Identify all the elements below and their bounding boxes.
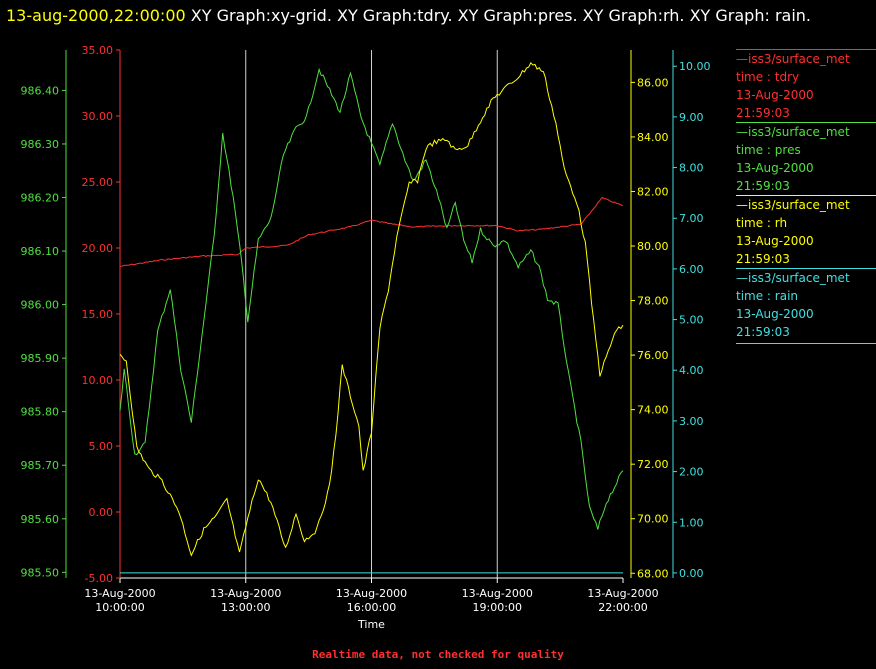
y-tick-label-tdry: 15.00: [82, 308, 114, 321]
y-tick-label-rh: 76.00: [637, 349, 669, 362]
x-tick-label-time: 22:00:00: [598, 601, 647, 614]
legend-date: 13-Aug-2000: [736, 161, 814, 175]
legend-source: —iss3/surface_met: [736, 52, 850, 66]
y-tick-label-pres: 986.10: [21, 245, 60, 258]
legend-time: 21:59:03: [736, 179, 790, 193]
y-tick-label-tdry: 35.00: [82, 44, 114, 57]
y-tick-label-rain: 10.00: [679, 60, 711, 73]
legend-entry-rh[interactable]: —iss3/surface_met time : rh 13-Aug-2000 …: [736, 195, 876, 268]
legend-variable: time : rh: [736, 216, 788, 230]
y-tick-label-rh: 82.00: [637, 185, 669, 198]
title-graph-list: XY Graph:xy-grid. XY Graph:tdry. XY Grap…: [185, 6, 811, 25]
y-tick-label-pres: 985.50: [21, 566, 60, 579]
y-tick-label-rain: 4.00: [679, 364, 704, 377]
legend-entry-tdry[interactable]: —iss3/surface_met time : tdry 13-Aug-200…: [736, 49, 876, 122]
legend-separator: [736, 195, 876, 196]
y-tick-label-pres: 986.30: [21, 138, 60, 151]
y-tick-label-rain: 6.00: [679, 263, 704, 276]
y-tick-label-rain: 8.00: [679, 162, 704, 175]
x-tick-label-date: 13-Aug-2000: [587, 587, 658, 600]
y-tick-label-rain: 3.00: [679, 415, 704, 428]
legend-entry-rain[interactable]: —iss3/surface_met time : rain 13-Aug-200…: [736, 268, 876, 344]
y-tick-label-tdry: 20.00: [82, 242, 114, 255]
legend-variable: time : tdry: [736, 70, 800, 84]
legend-separator: [736, 49, 876, 50]
y-tick-label-tdry: 25.00: [82, 176, 114, 189]
x-tick-label-time: 10:00:00: [95, 601, 144, 614]
series-line-tdry: [119, 196, 624, 267]
x-tick-label-time: 16:00:00: [347, 601, 396, 614]
legend-separator: [736, 122, 876, 123]
y-tick-label-rain: 1.00: [679, 516, 704, 529]
y-tick-label-rain: 5.00: [679, 314, 704, 327]
y-tick-label-rain: 9.00: [679, 111, 704, 124]
y-tick-label-pres: 986.40: [21, 84, 60, 97]
y-tick-label-pres: 985.90: [21, 352, 60, 365]
series-line-rh: [119, 62, 624, 557]
y-tick-label-pres: 985.60: [21, 513, 60, 526]
y-tick-label-rh: 84.00: [637, 131, 669, 144]
y-tick-label-tdry: 5.00: [89, 440, 114, 453]
y-tick-label-tdry: 0.00: [89, 506, 114, 519]
x-tick-label-time: 13:00:00: [221, 601, 270, 614]
y-tick-label-rh: 78.00: [637, 295, 669, 308]
legend-separator: [736, 268, 876, 269]
legend-variable: time : pres: [736, 143, 801, 157]
x-tick-label-date: 13-Aug-2000: [84, 587, 155, 600]
x-tick-label-date: 13-Aug-2000: [336, 587, 407, 600]
title-time: 13-aug-2000,22:00:00: [6, 6, 186, 25]
y-tick-label-rain: 2.00: [679, 466, 704, 479]
y-tick-label-rh: 80.00: [637, 240, 669, 253]
legend-date: 13-Aug-2000: [736, 307, 814, 321]
x-tick-label-time: 19:00:00: [473, 601, 522, 614]
legend-separator: [736, 343, 876, 344]
y-tick-label-rh: 86.00: [637, 76, 669, 89]
y-tick-label-rh: 74.00: [637, 404, 669, 417]
legend-entry-pres[interactable]: —iss3/surface_met time : pres 13-Aug-200…: [736, 122, 876, 195]
legend-source: —iss3/surface_met: [736, 125, 850, 139]
legend-variable: time : rain: [736, 289, 799, 303]
y-tick-label-pres: 986.00: [21, 299, 60, 312]
x-axis-title: Time: [357, 618, 385, 631]
y-tick-label-rain: 0.00: [679, 567, 704, 580]
y-tick-label-tdry: -5.00: [85, 572, 113, 585]
y-tick-label-pres: 986.20: [21, 192, 60, 205]
legend-time: 21:59:03: [736, 106, 790, 120]
y-tick-label-pres: 985.80: [21, 406, 60, 419]
y-tick-label-rh: 72.00: [637, 458, 669, 471]
quality-note: Realtime data, not checked for quality: [312, 648, 564, 661]
legend-date: 13-Aug-2000: [736, 234, 814, 248]
x-tick-label-date: 13-Aug-2000: [462, 587, 533, 600]
legend-time: 21:59:03: [736, 325, 790, 339]
x-tick-label-date: 13-Aug-2000: [210, 587, 281, 600]
legend-time: 21:59:03: [736, 252, 790, 266]
chart-title-bar: 13-aug-2000,22:00:00 XY Graph:xy-grid. X…: [6, 2, 866, 29]
y-tick-label-rh: 68.00: [637, 567, 669, 580]
legend-date: 13-Aug-2000: [736, 88, 814, 102]
y-tick-label-tdry: 10.00: [82, 374, 114, 387]
legend-source: —iss3/surface_met: [736, 198, 850, 212]
y-tick-label-pres: 985.70: [21, 459, 60, 472]
series-line-pres: [119, 67, 624, 530]
y-tick-label-rh: 70.00: [637, 513, 669, 526]
y-tick-label-rain: 7.00: [679, 212, 704, 225]
y-tick-label-tdry: 30.00: [82, 110, 114, 123]
legend-source: —iss3/surface_met: [736, 271, 850, 285]
